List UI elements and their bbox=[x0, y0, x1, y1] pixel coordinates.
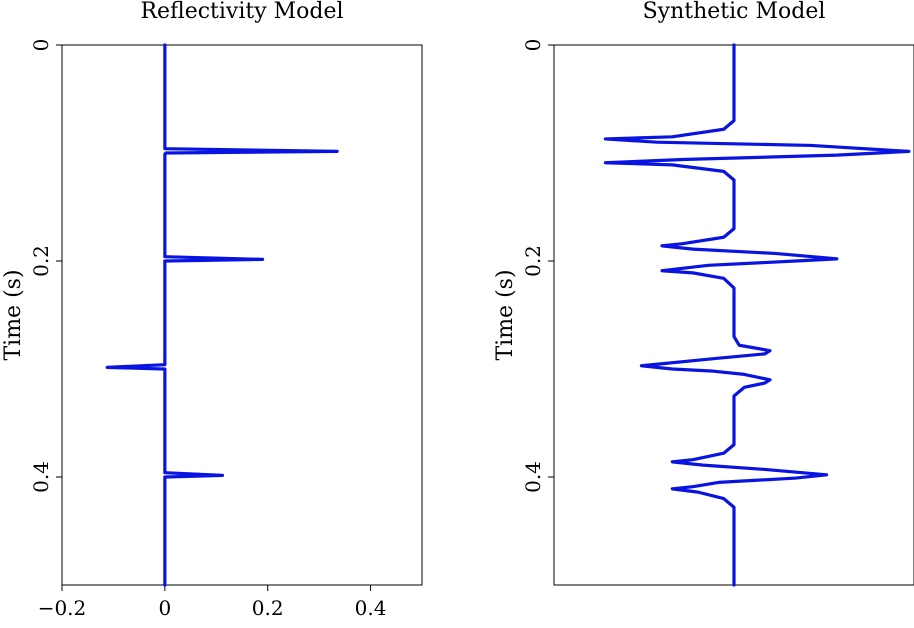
x-tick-label: 0 bbox=[158, 596, 171, 620]
plot-frame bbox=[61, 44, 423, 586]
chart-title: Reflectivity Model bbox=[140, 0, 343, 24]
x-tick-label: 0.4 bbox=[355, 596, 387, 620]
y-tick-label: 0 bbox=[29, 39, 53, 52]
chart-title: Synthetic Model bbox=[643, 0, 826, 24]
x-axis: −0.2 0 0.2 0.4 bbox=[38, 585, 387, 620]
panel-reflectivity: Reflectivity Model Time (s) −0.2 0 0.2 0.4 … bbox=[1, 0, 423, 620]
y-tick-label: 0 bbox=[521, 39, 545, 52]
y-tick-label: 0.2 bbox=[521, 245, 545, 277]
synthetic-trace bbox=[603, 43, 911, 587]
y-axis-label: Time (s) bbox=[1, 269, 26, 360]
x-tick-label: 0.2 bbox=[252, 596, 284, 620]
y-tick-label: 0.2 bbox=[29, 245, 53, 277]
y-axis: 0 0.2 0.4 bbox=[29, 39, 62, 493]
reflectivity-trace bbox=[105, 43, 339, 587]
y-tick-label: 0.4 bbox=[29, 461, 53, 493]
panel-synthetic: Synthetic Model Time (s) 0 0.2 0.4 bbox=[493, 0, 914, 587]
y-axis: 0 0.2 0.4 bbox=[521, 39, 554, 493]
x-tick-label: −0.2 bbox=[38, 596, 87, 620]
y-tick-label: 0.4 bbox=[521, 461, 545, 493]
y-axis-label: Time (s) bbox=[493, 269, 518, 360]
